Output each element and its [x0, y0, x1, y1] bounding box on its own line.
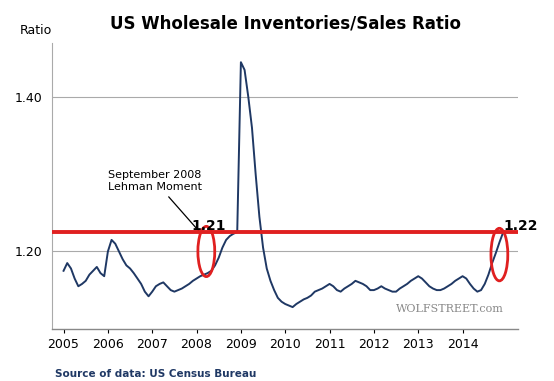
- Text: Source of data: US Census Bureau: Source of data: US Census Bureau: [55, 369, 257, 379]
- Title: US Wholesale Inventories/Sales Ratio: US Wholesale Inventories/Sales Ratio: [110, 15, 461, 33]
- Text: Ratio: Ratio: [20, 24, 52, 37]
- Text: September 2008
Lehman Moment: September 2008 Lehman Moment: [108, 170, 202, 232]
- Text: 1.22: 1.22: [504, 219, 538, 233]
- Text: WOLFSTREET.com: WOLFSTREET.com: [396, 304, 504, 314]
- Text: 1.21: 1.21: [191, 219, 225, 233]
